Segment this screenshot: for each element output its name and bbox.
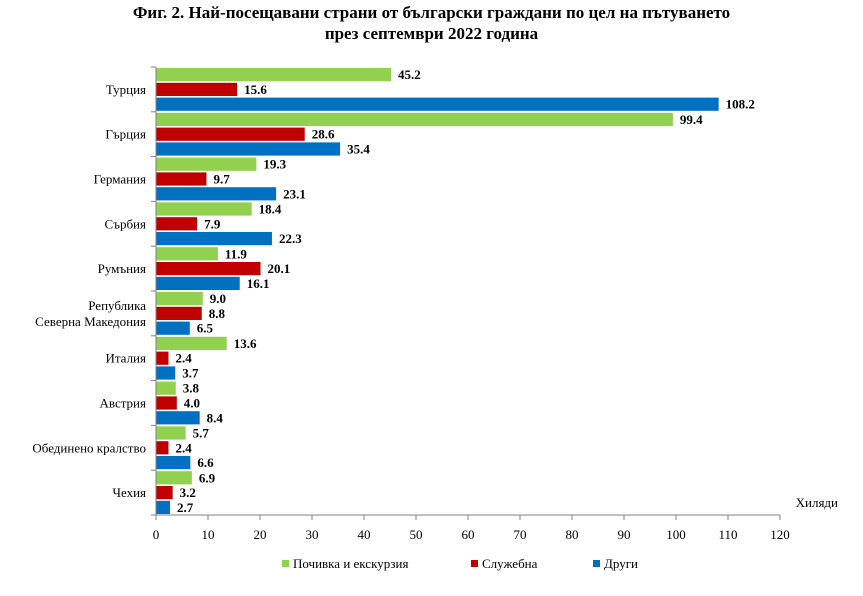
bar-business [156,351,169,365]
bar-business [156,127,305,141]
bar-leisure [156,471,192,485]
data-label: 8.8 [209,306,226,321]
bar-other [156,276,240,290]
data-label: 9.7 [213,172,230,187]
bar-leisure [156,202,252,216]
category-label: Италия [105,351,146,366]
chart-title-line-2: през септември 2022 година [324,24,539,43]
plot-area: 45.2 15.6 108.2 Турция 99.4 28.6 35.4 Гърция 19.… [32,66,838,542]
bar-other [156,321,190,335]
category-label: Сърбия [105,216,146,231]
category-label: Чехия [113,485,147,500]
chart-title: Фиг. 2. Най-посещавани страни от българс… [0,2,863,44]
bar-business [156,396,177,410]
bar-business [156,441,169,455]
category-label: Германия [94,172,146,187]
data-label: 22.3 [279,231,302,246]
data-label: 6.5 [197,321,214,336]
data-label: 3.7 [182,366,199,381]
bar-leisure [156,247,218,261]
data-label: 3.8 [183,381,200,396]
unit-label: Хиляди [796,495,838,510]
data-label: 13.6 [234,336,257,351]
data-label: 20.1 [268,261,291,276]
bar-business [156,262,261,276]
data-label: 28.6 [312,127,335,142]
data-label: 35.4 [347,142,370,157]
bar-business [156,306,202,320]
legend-label: Други [604,556,638,571]
data-label: 9.0 [210,291,226,306]
category-label: Гърция [105,127,146,142]
category-label: Северна Македония [35,314,146,329]
bar-leisure [156,426,186,440]
x-tick-label: 20 [254,527,267,542]
x-tick-label: 50 [410,527,423,542]
data-label: 8.4 [207,410,224,425]
bar-business [156,82,238,96]
bar-leisure [156,157,257,171]
data-label: 23.1 [283,186,306,201]
data-label: 108.2 [726,97,755,112]
data-label: 7.9 [204,216,221,231]
data-label: 6.9 [199,470,216,485]
bar-other [156,232,272,246]
data-label: 19.3 [263,157,286,172]
legend-swatch [471,560,478,567]
data-label: 11.9 [225,246,248,261]
x-tick-label: 10 [202,527,215,542]
data-label: 2.4 [175,440,192,455]
x-tick-label: 70 [514,527,527,542]
legend-label: Служебна [482,556,538,571]
bar-business [156,217,198,231]
bar-leisure [156,336,227,350]
bar-business [156,486,173,500]
x-tick-label: 120 [770,527,790,542]
data-label: 5.7 [193,426,210,441]
x-tick-label: 30 [306,527,319,542]
data-label: 3.2 [180,485,196,500]
x-tick-label: 60 [462,527,475,542]
data-label: 99.4 [680,112,703,127]
category-label: Република [88,298,146,313]
x-tick-label: 40 [358,527,371,542]
x-tick-label: 80 [566,527,579,542]
bar-leisure [156,112,673,126]
category-label: Румъния [98,261,146,276]
bar-other [156,142,341,156]
category-label: Австрия [100,396,147,411]
data-label: 4.0 [184,396,200,411]
bar-other [156,456,191,470]
data-label: 2.7 [177,500,194,515]
data-label: 6.6 [197,455,214,470]
legend: Почивка и екскурзия Служебна Други [282,556,638,571]
bar-leisure [156,68,392,82]
legend-swatch [282,560,289,567]
category-label: Обединено кралство [32,440,146,455]
bar-other [156,97,719,111]
bar-other [156,187,277,201]
x-tick-label: 100 [666,527,686,542]
legend-swatch [593,560,600,567]
bar-other [156,411,200,425]
data-label: 15.6 [244,82,267,97]
data-label: 2.4 [175,351,192,366]
data-label: 16.1 [247,276,270,291]
x-tick-label: 0 [153,527,160,542]
bar-other [156,500,171,514]
legend-label: Почивка и екскурзия [293,556,408,571]
category-label: Турция [106,82,146,97]
x-tick-label: 110 [718,527,737,542]
bar-leisure [156,381,176,395]
data-label: 18.4 [259,202,282,217]
bar-other [156,366,176,380]
x-tick-label: 90 [618,527,631,542]
bar-leisure [156,292,203,306]
chart-title-line-1: Фиг. 2. Най-посещавани страни от българс… [132,3,731,22]
data-label: 45.2 [398,67,421,82]
bar-business [156,172,207,186]
